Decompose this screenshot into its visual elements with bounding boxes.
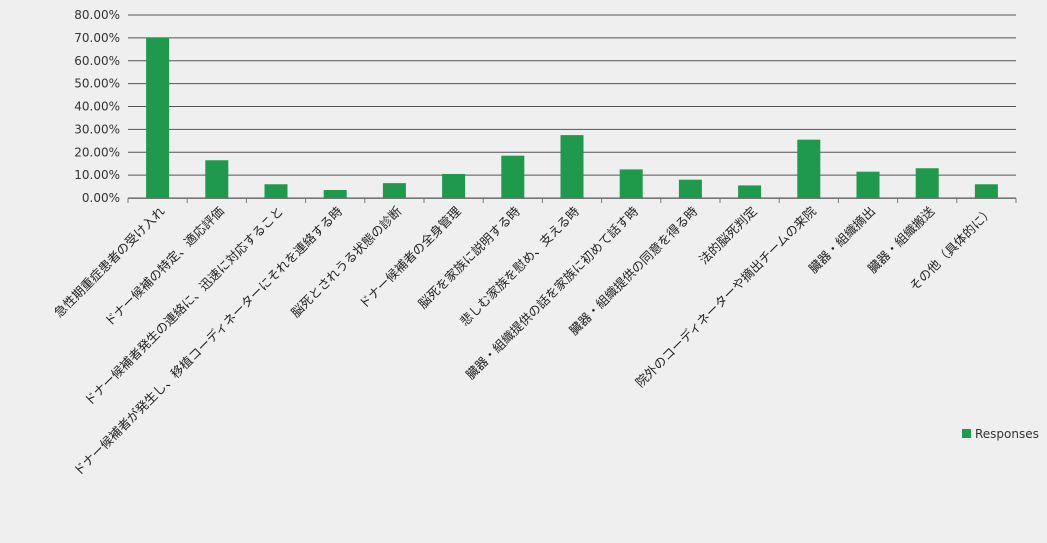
- bar: [738, 185, 762, 198]
- bar: [974, 184, 998, 198]
- x-category-label: ドナー候補者発生の連絡に、迅速に対応すること: [81, 204, 286, 409]
- bar: [856, 171, 880, 198]
- y-tick-label: 70.00%: [74, 31, 120, 45]
- y-tick-label: 20.00%: [74, 145, 120, 159]
- x-category-label: ドナー候補者の全身管理: [356, 203, 464, 311]
- bar: [501, 155, 525, 198]
- bar: [323, 189, 347, 198]
- x-axis: [127, 198, 1017, 203]
- bar: [560, 135, 584, 198]
- x-category-label: 臓器・組織提供の同意を得る時: [566, 203, 701, 338]
- bars: [146, 37, 998, 198]
- bar: [442, 173, 466, 198]
- y-tick-label: 50.00%: [74, 77, 120, 91]
- bar: [382, 183, 406, 198]
- y-tick-label: 60.00%: [74, 54, 120, 68]
- bar: [797, 139, 821, 198]
- legend-label: Responses: [975, 427, 1039, 441]
- bar: [264, 184, 288, 198]
- x-category-label: 法的脳死判定: [696, 204, 760, 268]
- x-category-label: 急性期重症患者の受け入れ: [51, 203, 168, 320]
- y-tick-label: 40.00%: [74, 100, 120, 114]
- y-tick-label: 80.00%: [74, 8, 120, 22]
- legend: Responses: [962, 427, 1039, 441]
- bar: [619, 169, 643, 198]
- x-category-label: 脳死を家族に説明する時: [415, 203, 523, 311]
- y-tick-label: 0.00%: [82, 191, 120, 205]
- x-axis-category-labels: 急性期重症患者の受け入れドナー候補の特定、適応評価ドナー候補者発生の連絡に、迅速…: [51, 203, 996, 478]
- bar: [205, 160, 229, 198]
- x-category-label: 脳死とされうる状態の診断: [288, 204, 405, 321]
- y-tick-label: 10.00%: [74, 168, 120, 182]
- bar: [678, 179, 702, 198]
- x-category-label: 悲しむ家族を慰め、支える時: [457, 203, 583, 329]
- gridlines: [128, 14, 1016, 199]
- legend-swatch: [962, 429, 971, 438]
- x-category-label: ドナー候補の特定、適応評価: [101, 204, 227, 330]
- bar: [915, 168, 939, 198]
- y-axis-tick-labels: 0.00% 10.00% 20.00% 30.00% 40.00% 50.00% 60.00…: [74, 8, 120, 205]
- x-category-label: ドナー候補者が発生し、移植コーディネーターにそれを連絡する時: [70, 203, 345, 478]
- bar: [146, 37, 170, 198]
- y-tick-label: 30.00%: [74, 122, 120, 136]
